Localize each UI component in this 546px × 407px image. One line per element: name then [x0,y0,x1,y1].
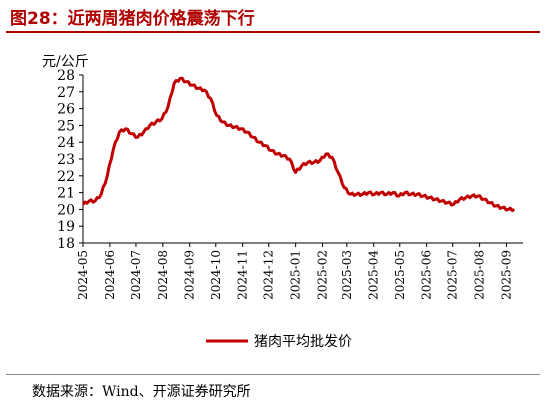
x-tick-label: 2025-03 [340,250,354,300]
y-tick-label: 27 [57,85,75,101]
y-tick-label: 20 [57,202,75,218]
y-tick-label: 18 [57,236,75,252]
x-tick-label: 2024-11 [236,250,250,300]
y-tick-label: 21 [57,186,75,202]
title-rule [6,31,540,33]
x-tick-label: 2024-09 [183,250,197,300]
y-tick-label: 23 [57,152,75,168]
x-tick-label: 2025-05 [393,250,407,300]
y-tick-label: 28 [57,68,75,84]
x-tick-label: 2025-09 [500,250,514,300]
legend: 猪肉平均批发价 [206,334,352,350]
series-line-pork-price [81,76,516,213]
x-axis: 2024-05 2024-06 2024-07 2024-08 2024-09 2024-… [76,243,514,300]
y-axis-label: 元/公斤 [42,54,89,70]
x-tick-label: 2025-01 [289,250,303,300]
y-tick-label: 25 [57,118,75,134]
x-tick-label: 2025-07 [446,250,460,300]
x-tick-label: 2025-08 [473,250,487,300]
x-tick-label: 2025-02 [316,250,330,300]
y-tick-label: 26 [57,102,75,118]
x-tick-label: 2024-06 [103,250,117,300]
source-rule [6,374,540,375]
x-tick-label: 2025-06 [420,250,434,300]
x-tick-label: 2024-08 [156,250,170,300]
legend-label: 猪肉平均批发价 [254,334,352,350]
y-tick-label: 19 [57,219,75,235]
x-tick-label: 2024-07 [129,250,143,300]
x-tick-label: 2024-05 [76,250,90,300]
y-tick-label: 22 [57,169,75,185]
x-tick-label: 2024-12 [262,250,276,300]
source-note: 数据来源：Wind、开源证券研究所 [32,384,251,400]
y-tick-label: 24 [57,135,75,151]
figure-title: 图28：近两周猪肉价格震荡下行 [10,9,255,29]
x-tick-label: 2024-10 [209,250,223,300]
x-tick-label: 2025-04 [367,250,381,300]
